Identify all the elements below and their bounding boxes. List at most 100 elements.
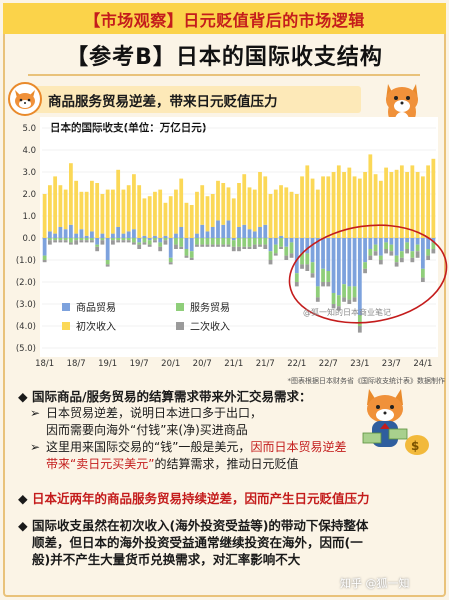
bar-segment-goods xyxy=(247,229,252,238)
bar-segment-secondary-income xyxy=(195,244,199,247)
bar-segment-secondary-income xyxy=(289,253,294,258)
x-tick-label: 19/7 xyxy=(130,359,149,369)
bar-segment-primary-income xyxy=(90,180,94,232)
bar-segment-secondary-income xyxy=(378,260,383,265)
bar-segment-services xyxy=(258,238,262,245)
bar-segment-secondary-income xyxy=(294,282,299,287)
y-tick-label: 1.0 xyxy=(22,212,36,222)
y-tick-label: 2.0 xyxy=(22,190,36,200)
bar-segment-goods xyxy=(221,224,226,238)
highlight-deficit-oval xyxy=(288,224,448,324)
bar-segment-primary-income xyxy=(363,172,367,238)
bar-segment-goods xyxy=(195,233,199,238)
bar-segment-goods xyxy=(410,238,415,252)
bar-segment-primary-income xyxy=(53,176,58,234)
bar-segment-services xyxy=(221,238,226,245)
bar-segment-goods xyxy=(90,231,94,238)
bar-segment-primary-income xyxy=(142,198,147,236)
x-tick-label: 18/1 xyxy=(35,359,54,369)
x-tick-label: 18/7 xyxy=(67,359,86,369)
x-tick-label: 19/1 xyxy=(98,359,117,369)
bar-segment-secondary-income xyxy=(426,255,431,260)
bar-segment-primary-income xyxy=(226,187,231,221)
bar-segment-services xyxy=(431,242,436,249)
bar-segment-services xyxy=(294,273,299,282)
bar-segment-primary-income xyxy=(137,185,142,238)
bar-segment-secondary-income xyxy=(363,268,367,274)
bar-segment-services xyxy=(279,238,283,247)
bar-segment-secondary-income xyxy=(399,257,404,263)
bar-segment-primary-income xyxy=(200,185,205,225)
banner-text: 【市场观察】日元贬值背后的市场逻辑 xyxy=(84,10,365,30)
bar-segment-primary-income xyxy=(63,189,68,230)
bar-segment-goods xyxy=(226,220,231,238)
bar-segment-primary-income xyxy=(168,196,173,238)
bar-segment-services xyxy=(163,238,168,241)
bar-segment-primary-income xyxy=(305,165,310,238)
bar-segment-primary-income xyxy=(426,165,431,238)
y-tick-label: (4.0) xyxy=(16,322,36,332)
zhihu-watermark: 知乎 @狐一知 xyxy=(340,577,410,590)
bar-segment-services xyxy=(105,260,110,265)
bar-segment-primary-income xyxy=(79,191,84,230)
bar-segment-secondary-income xyxy=(158,246,163,252)
bar-segment-secondary-income xyxy=(431,249,436,254)
bar-segment-services xyxy=(189,251,194,258)
bar-segment-primary-income xyxy=(116,169,121,227)
bar-segment-goods xyxy=(105,238,110,260)
bar-segment-secondary-income xyxy=(242,246,247,249)
chart-y-ticks: 5.0 4.0 3.0 2.0 1.0 0.0 (1.0) (2.0) (3.0) (4.0) (5… xyxy=(16,124,36,354)
x-tick-label: 22/1 xyxy=(287,359,306,369)
x-tick-label: 21/1 xyxy=(224,359,243,369)
bar-segment-services xyxy=(205,238,210,245)
bar-segment-primary-income xyxy=(357,178,362,238)
bar-segment-services xyxy=(100,238,105,241)
bar-segment-services xyxy=(399,251,404,258)
x-tick-label: 24/1 xyxy=(413,359,432,369)
bar-segment-primary-income xyxy=(284,187,289,238)
bar-segment-services xyxy=(284,246,289,256)
bar-segment-primary-income xyxy=(420,176,425,238)
bar-segment-secondary-income xyxy=(221,244,226,247)
bar-segment-secondary-income xyxy=(279,246,283,249)
bar-segment-primary-income xyxy=(121,189,126,234)
bar-segment-services xyxy=(231,240,236,247)
bar-segment-primary-income xyxy=(347,167,352,238)
bar-segment-goods xyxy=(53,233,58,238)
y-tick-label: 4.0 xyxy=(22,146,36,156)
bar-segment-goods xyxy=(116,227,121,238)
legend-swatch xyxy=(176,322,184,330)
bar-segment-services xyxy=(426,249,431,256)
bar-segment-primary-income xyxy=(268,194,273,238)
bar-segment-services xyxy=(363,262,367,269)
chart-title: 日本的国际收支(单位：万亿日元) xyxy=(50,121,207,134)
bar-segment-goods xyxy=(268,238,273,252)
bar-segment-services xyxy=(90,238,94,241)
section-2: ◆ 日本近两年的商品服务贸易持续逆差，因而产生日元贬值压力 xyxy=(18,490,438,507)
x-tick-label: 20/1 xyxy=(161,359,180,369)
bar-segment-services xyxy=(63,238,68,241)
bar-segment-services xyxy=(137,242,142,245)
bar-segment-secondary-income xyxy=(200,244,205,247)
bar-segment-secondary-income xyxy=(179,246,184,249)
bar-segment-secondary-income xyxy=(231,246,236,252)
subtitle-text: 商品服务贸易逆差，带来日元贬值压力 xyxy=(48,93,278,110)
section-1: ◆ 国际商品/服务贸易的结算需求带来外汇交易需求： ➢ 日本贸易逆差，说明日本进… xyxy=(18,388,358,473)
bar-segment-primary-income xyxy=(189,205,194,238)
bar-segment-goods xyxy=(420,238,425,269)
bar-segment-goods xyxy=(184,238,189,249)
bar-segment-services xyxy=(268,251,273,260)
bar-segment-goods xyxy=(284,238,289,247)
bar-segment-services xyxy=(310,262,315,274)
bar-segment-services xyxy=(368,249,373,256)
bar-segment-services xyxy=(321,268,325,282)
bar-segment-goods xyxy=(179,227,184,238)
fox-face-icon xyxy=(15,90,35,109)
y-tick-label: (1.0) xyxy=(16,256,36,266)
bar-segment-services xyxy=(331,293,336,304)
bar-segment-primary-income xyxy=(231,198,236,238)
fox-avatar xyxy=(8,82,42,116)
y-tick-label: (5.0) xyxy=(16,344,36,354)
bar-segment-primary-income xyxy=(258,172,262,227)
